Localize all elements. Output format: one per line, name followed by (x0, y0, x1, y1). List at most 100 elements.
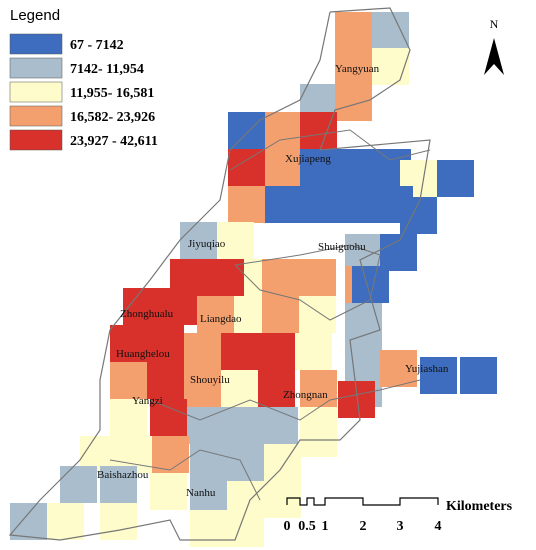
place-label: Yangyuan (335, 63, 380, 75)
place-label: Shouyilu (190, 374, 230, 386)
grid-cell (60, 466, 97, 503)
scale-tick-label: 3 (397, 519, 404, 534)
grid-cell (224, 407, 261, 444)
place-label: Xujiapeng (285, 153, 331, 165)
grid-cell (264, 444, 301, 481)
north-arrow-shape (484, 38, 504, 75)
district-boundary (109, 449, 261, 501)
grid-cell (100, 503, 137, 540)
grid-cell (221, 333, 258, 370)
grid-cell (160, 288, 197, 325)
grid-cell (420, 357, 457, 394)
grid-cell (217, 222, 254, 259)
scale-unit: Kilometers (446, 499, 513, 514)
place-label: Liangdao (200, 313, 242, 325)
place-label: Nanhu (186, 487, 216, 499)
legend-label: 7142- 11,954 (70, 62, 144, 77)
grid-cell (180, 222, 217, 259)
legend-title: Legend (10, 7, 60, 24)
district-boundary (234, 244, 381, 321)
place-label: Jiyuqiao (188, 238, 226, 250)
grid-cell (261, 407, 298, 444)
grid-cell (147, 362, 184, 399)
legend-label: 16,582- 23,926 (70, 110, 155, 125)
grid-cell (345, 303, 382, 340)
district-boundary (229, 129, 431, 171)
grid-cell (300, 370, 337, 407)
place-label: Yangzi (132, 395, 163, 407)
place-label: Shuiguohu (318, 241, 366, 253)
grid-cell (299, 296, 336, 333)
grid-cell (228, 186, 265, 223)
grid-cell (380, 350, 417, 387)
grid-cell (300, 112, 337, 149)
district-boundary (149, 379, 421, 421)
scale-tick-label: 0.5 (298, 519, 316, 534)
legend: Legend 67 - 7142 7142- 11,954 11,955- 16,5… (9, 7, 158, 151)
grid-cell (258, 333, 295, 370)
scale-tick-label: 0 (284, 519, 291, 534)
grid-cell (197, 296, 234, 333)
grid-cell (110, 362, 147, 399)
grid-cell (437, 160, 474, 197)
legend-swatch (9, 105, 63, 127)
grid-cell (227, 444, 264, 481)
legend-swatch (9, 33, 63, 55)
district-boundary (8, 7, 431, 541)
legend-swatch (9, 57, 63, 79)
grid-cell (338, 381, 375, 418)
grid-cell (299, 259, 336, 296)
grid-cell (150, 399, 187, 436)
legend-label: 67 - 7142 (70, 38, 124, 53)
grid-cell (380, 234, 417, 271)
scale-tick-label: 2 (360, 519, 367, 534)
grid-cell (337, 149, 374, 186)
north-arrow: N (484, 17, 504, 75)
grid-cell (339, 186, 376, 223)
scale-tick-label: 1 (322, 519, 329, 534)
grid-cell (262, 259, 299, 296)
grid-cell (227, 510, 264, 547)
grid-cell (100, 466, 137, 503)
scale-bar (286, 497, 439, 506)
place-label: Zhongnan (283, 389, 328, 401)
grid-cell (265, 186, 302, 223)
place-label: Yujiashan (405, 363, 449, 375)
grid-cell (150, 473, 187, 510)
grid-cell (190, 444, 227, 481)
grid-cell (147, 325, 184, 362)
grid-cell (372, 12, 409, 49)
grid-cell (335, 84, 372, 121)
north-label: N (490, 17, 499, 31)
grid-cell (258, 370, 295, 407)
grid-cell (265, 149, 302, 186)
legend-label: 11,955- 16,581 (70, 86, 154, 101)
grid-cell (184, 333, 221, 370)
grid-cell (300, 149, 337, 186)
scale-tick-label: 4 (435, 519, 442, 534)
grid-cell (190, 510, 227, 547)
grid-cell (207, 259, 244, 296)
grid-cell (335, 12, 372, 49)
grid-cell (262, 296, 299, 333)
labels: Yangyuan Xujiapeng Jiyuqiao Shuiguohu Zhongh… (97, 63, 513, 534)
grid-cell (300, 420, 337, 457)
grid-cells (10, 12, 497, 547)
grid-cell (335, 48, 372, 85)
grid-cell (228, 112, 265, 149)
grid-cell (110, 399, 147, 436)
legend-swatch (9, 81, 63, 103)
grid-cell (264, 481, 301, 518)
grid-cell (460, 357, 497, 394)
grid-cell (302, 186, 339, 223)
grid-cell (47, 503, 84, 540)
grid-cell (372, 48, 409, 85)
grid-cell (265, 112, 302, 149)
grid-cell (184, 370, 221, 407)
place-label: Huanghelou (116, 348, 170, 360)
legend-label: 23,927 - 42,611 (70, 134, 158, 149)
place-label: Baishazhou (97, 469, 149, 481)
grid-cell (110, 325, 147, 362)
grid-cell (295, 333, 332, 370)
